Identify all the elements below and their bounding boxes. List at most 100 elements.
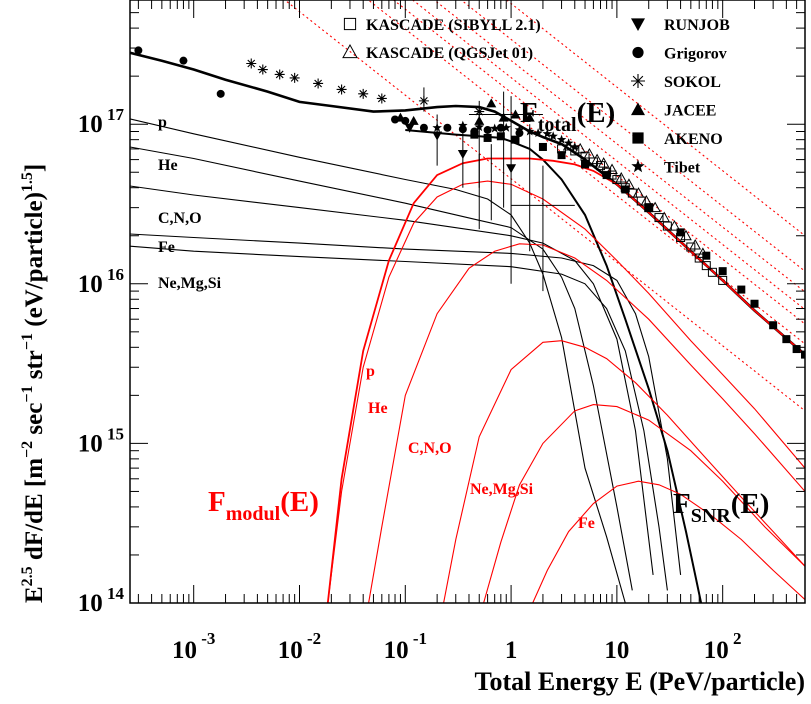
legend-marker-7 bbox=[631, 159, 645, 173]
y-axis-label: E2.5 dF/dE [m−2 sec−1 str−1 (eV/particle… bbox=[19, 164, 48, 603]
marker-kascade-qgsjet-01--11 bbox=[658, 211, 671, 223]
series-red-modulated-nemgsi-11 bbox=[483, 404, 805, 603]
marker-akeno-5 bbox=[557, 151, 566, 160]
series-red-dotted-guide-15 bbox=[433, 0, 805, 293]
marker-akeno-0 bbox=[470, 130, 479, 139]
marker-kascade-sibyll-2-1--19 bbox=[718, 275, 728, 285]
legend-label-1: KASCADE (QGSJet 01) bbox=[366, 45, 533, 62]
marker-akeno-17 bbox=[792, 345, 801, 354]
marker-kascade-qgsjet-01--3 bbox=[591, 153, 603, 165]
f-total-label: Ftotal(E) bbox=[520, 97, 615, 136]
marker-kascade-qgsjet-01--9 bbox=[640, 195, 653, 206]
marker-kascade-qgsjet-01--5 bbox=[606, 163, 618, 175]
series-black-component-fe-4 bbox=[130, 233, 682, 575]
marker-sokol-5 bbox=[336, 84, 347, 95]
marker-sokol-0 bbox=[246, 58, 257, 69]
x-axis-label: Total Energy E (PeV/particle) bbox=[475, 667, 805, 696]
legend-label-0: KASCADE (SIBYLL 2.1) bbox=[366, 17, 541, 34]
plot-frame bbox=[129, 0, 806, 604]
series-red-dotted-guide-17 bbox=[392, 0, 805, 325]
x-tick-label-4: 10 bbox=[604, 637, 629, 664]
marker-jacee-1 bbox=[408, 115, 419, 125]
red-label-p: p bbox=[366, 363, 375, 380]
legend: KASCADE (SIBYLL 2.1) KASCADE (QGSJet 01) R… bbox=[342, 17, 730, 177]
legend-label-5: JACEE bbox=[664, 103, 716, 120]
marker-tibet-1 bbox=[458, 120, 468, 130]
marker-tibet-2 bbox=[474, 122, 484, 132]
marker-kascade-qgsjet-01--12 bbox=[668, 220, 681, 231]
red-label-he: He bbox=[368, 400, 388, 417]
series-red-dotted-guide-16 bbox=[411, 0, 805, 310]
marker-runjob-0 bbox=[404, 123, 415, 133]
marker-jacee-5 bbox=[510, 109, 521, 119]
marker-kascade-qgsjet-01--4 bbox=[597, 157, 610, 168]
marker-kascade-sibyll-2-1--18 bbox=[707, 267, 717, 277]
marker-tibet-7 bbox=[533, 128, 543, 138]
series-red-dotted-guide-14 bbox=[460, 0, 805, 272]
marker-sokol-4 bbox=[313, 78, 324, 89]
black-label-nemgsi: Ne,Mg,Si bbox=[158, 275, 222, 292]
marker-akeno-12 bbox=[718, 267, 727, 276]
marker-akeno-3 bbox=[511, 135, 520, 144]
marker-jacee-6 bbox=[524, 112, 535, 122]
marker-kascade-qgsjet-01--0 bbox=[562, 139, 575, 151]
series-red-dotted-guide-18 bbox=[367, 0, 805, 345]
marker-kascade-qgsjet-01--2 bbox=[583, 148, 596, 159]
y-tick-label-1: 10 15 bbox=[78, 424, 124, 457]
series-red-dotted-guide-19 bbox=[283, 0, 805, 412]
marker-sokol-9 bbox=[474, 106, 485, 117]
red-label-fe: Fe bbox=[578, 515, 595, 532]
marker-akeno-6 bbox=[581, 160, 590, 169]
x-tick-label-3: 1 bbox=[505, 637, 518, 664]
marker-jacee-0 bbox=[395, 112, 406, 122]
marker-grigorov-2 bbox=[216, 89, 225, 98]
marker-kascade-sibyll-2-1--7 bbox=[612, 175, 622, 185]
legend-marker-4 bbox=[631, 74, 645, 88]
marker-grigorov-5 bbox=[419, 123, 428, 132]
marker-kascade-qgsjet-01--10 bbox=[649, 201, 661, 213]
series-red-modulated-fe-12 bbox=[532, 480, 805, 603]
marker-akeno-13 bbox=[737, 285, 746, 294]
marker-akeno-15 bbox=[769, 321, 778, 330]
black-label-p: p bbox=[158, 114, 167, 131]
red-label-cno: C,N,O bbox=[408, 440, 452, 457]
red-label-nemgsi: Ne,Mg,Si bbox=[470, 481, 534, 498]
marker-akeno-7 bbox=[602, 171, 611, 180]
black-label-cno: C,N,O bbox=[158, 210, 202, 227]
marker-kascade-qgsjet-01--13 bbox=[680, 229, 692, 241]
x-tick-label-5: 10 2 bbox=[704, 629, 742, 664]
marker-tibet-9 bbox=[548, 131, 558, 141]
marker-grigorov-1 bbox=[179, 56, 188, 65]
marker-tibet-3 bbox=[489, 123, 500, 133]
marker-akeno-18 bbox=[801, 350, 805, 359]
marker-akeno-8 bbox=[621, 185, 630, 194]
marker-kascade-sibyll-2-1--14 bbox=[676, 233, 686, 243]
black-label-fe: Fe bbox=[158, 239, 175, 256]
marker-grigorov-6 bbox=[443, 123, 452, 132]
marker-runjob-2 bbox=[457, 150, 468, 160]
marker-akeno-2 bbox=[496, 132, 505, 141]
marker-tibet-10 bbox=[556, 134, 567, 144]
marker-kascade-sibyll-2-1--17 bbox=[701, 261, 711, 271]
legend-marker-5 bbox=[631, 102, 645, 116]
marker-kascade-sibyll-2-1--9 bbox=[627, 188, 637, 198]
marker-tibet-0 bbox=[432, 122, 442, 132]
marker-akeno-10 bbox=[676, 228, 685, 237]
marker-akeno-16 bbox=[782, 335, 791, 344]
marker-runjob-1 bbox=[432, 131, 443, 141]
marker-tibet-5 bbox=[514, 125, 525, 134]
legend-marker-1 bbox=[342, 43, 358, 59]
marker-kascade-qgsjet-01--15 bbox=[697, 247, 709, 258]
marker-sokol-3 bbox=[289, 72, 300, 83]
legend-label-7: Tibet bbox=[664, 160, 701, 177]
marker-kascade-qgsjet-01--1 bbox=[574, 142, 587, 154]
legend-label-3: Grigorov bbox=[664, 46, 727, 63]
legend-label-6: AKENO bbox=[664, 131, 723, 148]
marker-jacee-2 bbox=[474, 115, 485, 125]
series-red-dotted-guide-13 bbox=[505, 0, 805, 237]
marker-kascade-sibyll-2-1--5 bbox=[602, 167, 612, 177]
x-tick-label-0: 10 -3 bbox=[172, 629, 215, 664]
marker-akeno-11 bbox=[702, 251, 711, 260]
series-red-modulated-cno-10 bbox=[443, 340, 805, 603]
